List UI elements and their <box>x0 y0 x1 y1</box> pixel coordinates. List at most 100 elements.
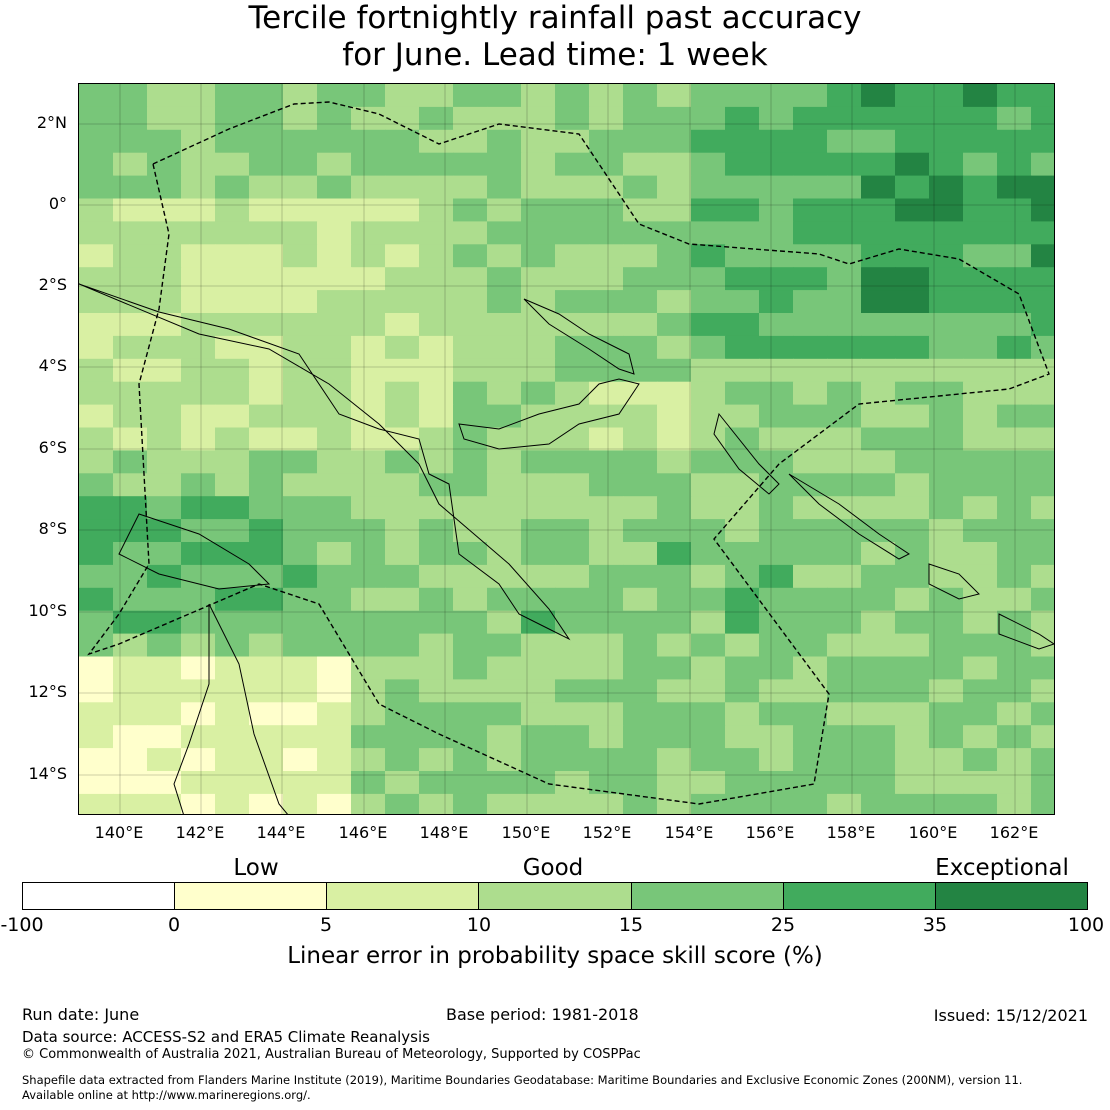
colorbar-segment <box>327 883 480 909</box>
skill-cell <box>453 633 488 657</box>
skill-cell <box>589 358 624 383</box>
skill-cell <box>249 290 284 314</box>
skill-cell <box>1031 450 1054 474</box>
skill-cell <box>1031 404 1054 428</box>
skill-cell <box>181 450 216 474</box>
skill-cell <box>419 702 454 726</box>
skill-cell <box>317 152 352 177</box>
skill-cell <box>419 175 454 199</box>
skill-cell <box>521 450 556 474</box>
map-title-line-2: for June. Lead time: 1 week <box>342 37 768 73</box>
skill-cell <box>691 656 726 680</box>
skill-cell <box>181 679 216 703</box>
skill-cell <box>963 313 998 337</box>
shapefile-url: Available online at http://www.marinereg… <box>22 1088 311 1102</box>
skill-cell <box>997 473 1032 497</box>
skill-cell <box>555 450 590 474</box>
skill-cell <box>997 244 1032 268</box>
skill-cell <box>419 542 454 566</box>
skill-cell <box>759 404 794 428</box>
skill-cell <box>215 175 250 199</box>
skill-cell <box>147 198 182 222</box>
skill-cell <box>283 106 318 131</box>
skill-cell <box>351 129 386 154</box>
skill-cell <box>861 129 896 154</box>
skill-cell <box>793 542 828 566</box>
skill-cell <box>419 771 454 795</box>
skill-cell <box>963 656 998 680</box>
skill-cell <box>385 84 420 108</box>
skill-cell <box>351 106 386 131</box>
skill-cell <box>419 587 454 612</box>
colorbar-segment <box>935 883 1087 909</box>
skill-cell <box>623 793 658 814</box>
skill-cell <box>317 473 352 497</box>
skill-cell <box>657 633 692 657</box>
skill-cell <box>181 106 216 131</box>
lon-label-142e: 142°E <box>175 823 225 842</box>
skill-cell <box>487 198 522 222</box>
skill-cell <box>657 267 692 291</box>
skill-cell <box>113 702 148 726</box>
skill-cell <box>827 267 862 291</box>
skill-cell <box>215 587 250 612</box>
skill-cell <box>249 519 284 543</box>
skill-cell <box>521 129 556 154</box>
skill-cell <box>521 793 556 814</box>
skill-cell <box>793 519 828 543</box>
skill-cell <box>79 290 114 314</box>
skill-cell <box>895 679 930 703</box>
skill-cell <box>113 633 148 657</box>
skill-cell <box>725 244 760 268</box>
skill-cell <box>555 656 590 680</box>
skill-cell <box>997 610 1032 635</box>
skill-cell <box>79 129 114 154</box>
skill-cell <box>317 221 352 245</box>
skill-cell <box>1031 702 1054 726</box>
skill-cell <box>895 221 930 245</box>
skill-cell <box>623 748 658 772</box>
skill-cell <box>555 771 590 795</box>
skill-cell <box>827 587 862 612</box>
skill-cell <box>759 633 794 657</box>
skill-cell <box>79 175 114 199</box>
category-exceptional: Exceptional <box>935 855 1069 881</box>
skill-cell <box>249 175 284 199</box>
skill-cell <box>623 679 658 703</box>
skill-cell <box>283 610 318 635</box>
skill-cell <box>963 221 998 245</box>
skill-cell <box>725 313 760 337</box>
skill-cell <box>555 404 590 428</box>
skill-cell <box>419 358 454 383</box>
skill-cell <box>283 152 318 177</box>
skill-cell <box>555 542 590 566</box>
skill-cell <box>181 771 216 795</box>
skill-cell <box>79 313 114 337</box>
skill-cell <box>249 679 284 703</box>
skill-cell <box>691 473 726 497</box>
skill-cell <box>1031 610 1054 635</box>
skill-cell <box>487 450 522 474</box>
skill-cell <box>691 358 726 383</box>
skill-cell <box>725 587 760 612</box>
skill-cell <box>113 381 148 406</box>
skill-cell <box>283 84 318 108</box>
skill-cell <box>249 771 284 795</box>
skill-cell <box>997 587 1032 612</box>
skill-cell <box>691 633 726 657</box>
skill-cell <box>79 656 114 680</box>
skill-cell <box>759 152 794 177</box>
skill-cell <box>827 152 862 177</box>
skill-cell <box>963 587 998 612</box>
skill-cell <box>283 290 318 314</box>
skill-cell <box>997 564 1032 589</box>
skill-cell <box>555 519 590 543</box>
skill-cell <box>623 771 658 795</box>
skill-cell <box>181 335 216 360</box>
skill-cell <box>453 793 488 814</box>
skill-cell <box>759 335 794 360</box>
skill-cell <box>725 542 760 566</box>
skill-cell <box>419 679 454 703</box>
skill-cell <box>113 427 148 451</box>
skill-cell <box>793 404 828 428</box>
